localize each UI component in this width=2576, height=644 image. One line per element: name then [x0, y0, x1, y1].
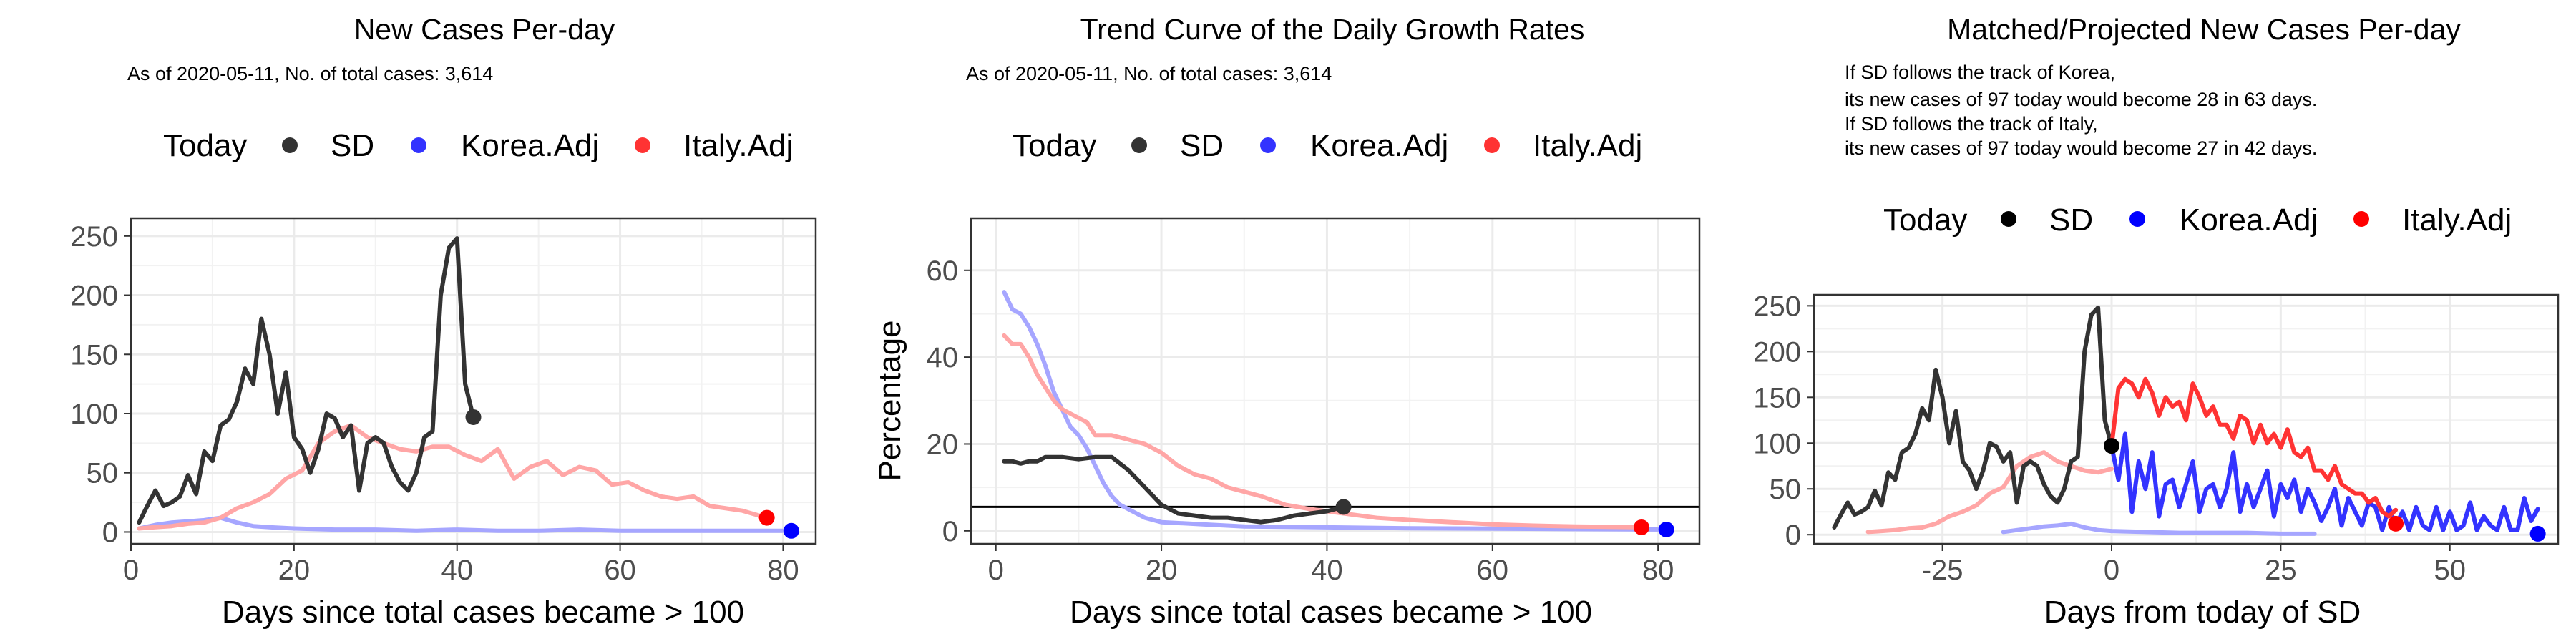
- x-tick-label: 40: [1311, 555, 1343, 586]
- panel-1-legend-sd-dot: [282, 137, 298, 153]
- panel-2-legend-korea: Korea.Adj: [1310, 128, 1448, 163]
- y-tick-label: 250: [1753, 291, 1801, 322]
- y-tick-label: 40: [927, 342, 959, 374]
- panel-2-legend-sd-dot: [1131, 137, 1147, 153]
- series-line-italy-adj-light: [1865, 450, 2114, 535]
- panel-2: Trend Curve of the Daily Growth Rates As…: [872, 13, 1701, 630]
- panel-3-legend-sd: SD: [2049, 203, 2093, 238]
- panel-1-legend-italy-dot: [635, 137, 650, 153]
- y-tick-label: 150: [1753, 382, 1801, 414]
- y-tick-label: 50: [1770, 474, 1802, 505]
- y-tick-label: 20: [927, 429, 959, 460]
- y-tick-label: 0: [1785, 519, 1801, 551]
- today-point-italy-adj: [1634, 519, 1650, 535]
- series-line-italy-adj: [137, 423, 769, 531]
- x-tick-label: 60: [1477, 555, 1509, 586]
- today-point-korea-adj: [1658, 521, 1674, 537]
- panel-2-plot: 0 20 40 60 80 0 20 40 60: [927, 217, 1701, 586]
- panel-3-plot: -25 0 25 50 0 50 100 150 200 250: [1753, 291, 2560, 586]
- series-line-sd: [1002, 454, 1346, 525]
- panel-2-legend-sd: SD: [1180, 128, 1224, 163]
- x-tick-label: 0: [2104, 555, 2119, 586]
- panel-1-subtitle: As of 2020-05-11, No. of total cases: 3,…: [127, 63, 493, 84]
- panel-2-x-axis-label: Days since total cases became > 100: [1070, 595, 1592, 630]
- x-tick-label: 40: [441, 555, 473, 586]
- panel-2-legend-italy-dot: [1484, 137, 1500, 153]
- series-line-italy-adj: [2109, 376, 2399, 519]
- panel-1-x-axis-label: Days since total cases became > 100: [222, 595, 744, 630]
- panel-1: New Cases Per-day As of 2020-05-11, No. …: [70, 13, 817, 630]
- today-point-italy-adj: [2388, 515, 2404, 532]
- plot-border: [130, 217, 817, 545]
- today-point-sd: [2104, 438, 2119, 454]
- y-tick-label: 150: [70, 339, 118, 371]
- x-tick-label: 50: [2434, 555, 2466, 586]
- today-point-korea-adj: [2529, 525, 2546, 542]
- panel-3-note-4: its new cases of 97 today would become 2…: [1845, 137, 2317, 159]
- series-line-korea-adj-light: [2001, 521, 2317, 536]
- series-line-italy-adj: [1002, 333, 1644, 530]
- series-line-sd: [137, 236, 476, 525]
- panel-1-legend-korea-dot: [411, 137, 426, 153]
- panel-1-legend-sd: SD: [331, 128, 374, 163]
- plot-border: [1813, 293, 2560, 545]
- plot-border: [970, 217, 1701, 545]
- panel-3-legend-italy: Italy.Adj: [2402, 203, 2512, 238]
- series-line-korea-adj: [1002, 290, 1669, 532]
- panel-3-legend-italy-dot: [2353, 211, 2369, 227]
- panel-3-legend-korea-dot: [2129, 211, 2145, 227]
- x-tick-label: 60: [604, 555, 636, 586]
- y-tick-label: 0: [942, 516, 958, 547]
- panel-2-legend-title: Today: [1013, 128, 1096, 163]
- panel-3-x-axis-label: Days from today of SD: [2044, 595, 2361, 630]
- series-line-korea-adj: [137, 515, 794, 533]
- panel-2-legend-italy: Italy.Adj: [1533, 128, 1642, 163]
- panel-3-legend-title: Today: [1883, 203, 1967, 238]
- panel-3-note-2: its new cases of 97 today would become 2…: [1845, 89, 2317, 110]
- panel-2-subtitle: As of 2020-05-11, No. of total cases: 3,…: [966, 63, 1332, 84]
- x-tick-label: 25: [2265, 555, 2297, 586]
- panel-1-title: New Cases Per-day: [354, 13, 615, 46]
- today-point-sd: [465, 409, 482, 425]
- series-line-sd: [1832, 305, 2114, 530]
- panel-1-legend-korea: Korea.Adj: [461, 128, 599, 163]
- y-tick-label: 200: [1753, 336, 1801, 368]
- panel-1-plot: 0 20 40 60 80 0 50 100 150 200 250: [70, 217, 817, 586]
- x-tick-label: 0: [988, 555, 1004, 586]
- today-point-italy-adj: [758, 509, 775, 526]
- x-tick-label: 20: [278, 555, 311, 586]
- panel-3-legend-sd-dot: [2001, 211, 2016, 227]
- panel-1-legend-italy: Italy.Adj: [683, 128, 793, 163]
- series-line-korea-adj: [2109, 431, 2540, 532]
- today-point-korea-adj: [783, 522, 799, 539]
- panel-2-legend-korea-dot: [1260, 137, 1276, 153]
- y-tick-label: 50: [87, 458, 119, 489]
- x-tick-label: -25: [1922, 555, 1963, 586]
- panel-1-legend-title: Today: [163, 128, 247, 163]
- y-tick-label: 100: [70, 399, 118, 430]
- y-tick-label: 100: [1753, 428, 1801, 459]
- x-tick-label: 80: [767, 555, 799, 586]
- panel-2-y-axis-label: Percentage: [872, 320, 907, 481]
- panel-3-title: Matched/Projected New Cases Per-day: [1947, 13, 2461, 46]
- y-tick-label: 0: [102, 517, 118, 548]
- y-tick-label: 60: [927, 255, 959, 287]
- panel-3: Matched/Projected New Cases Per-day If S…: [1753, 13, 2560, 630]
- y-tick-label: 200: [70, 280, 118, 312]
- y-tick-label: 250: [70, 221, 118, 253]
- panel-3-legend-korea: Korea.Adj: [2180, 203, 2318, 238]
- x-tick-label: 0: [123, 555, 139, 586]
- x-tick-label: 80: [1642, 555, 1674, 586]
- today-point-sd: [1335, 499, 1352, 515]
- x-tick-label: 20: [1146, 555, 1178, 586]
- panel-3-note-3: If SD follows the track of Italy,: [1845, 113, 2098, 135]
- panel-2-title: Trend Curve of the Daily Growth Rates: [1080, 13, 1585, 46]
- panel-3-note-1: If SD follows the track of Korea,: [1845, 62, 2115, 83]
